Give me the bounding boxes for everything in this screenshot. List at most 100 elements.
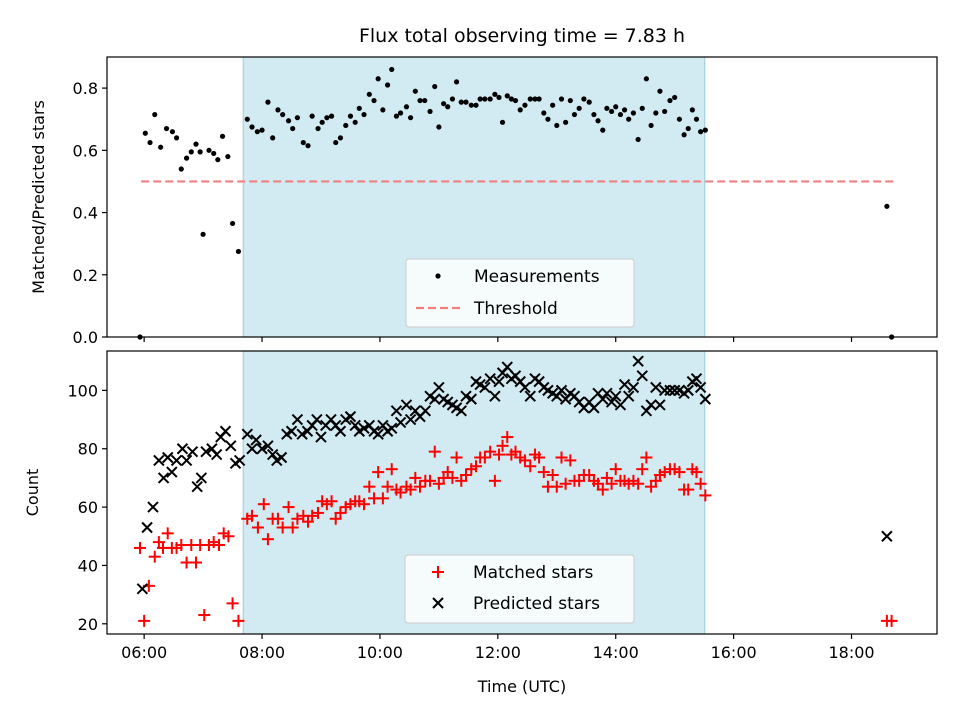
measurement-point — [496, 94, 502, 101]
matched-star-point — [232, 614, 245, 627]
bottom-x-tick-label: 12:00 — [475, 643, 521, 662]
matched-star-point — [699, 489, 712, 502]
matched-star-point — [459, 468, 472, 481]
measurement-point — [324, 115, 330, 121]
predicted-star-point — [501, 361, 513, 373]
matched-star-point — [138, 614, 151, 627]
measurement-point — [621, 107, 628, 113]
measurement-point — [458, 99, 464, 105]
measurement-point — [571, 111, 578, 118]
top-y-axis: 0.0 0.2 0.4 0.6 0.8 — [73, 79, 107, 347]
matched-star-point — [564, 454, 577, 467]
predicted-star-point — [176, 443, 189, 455]
predicted-star-point — [136, 583, 149, 595]
predicted-star-point — [233, 454, 246, 467]
matched-star-point — [175, 539, 188, 552]
matched-star-point — [261, 533, 274, 546]
matched-star-point — [596, 483, 609, 496]
predicted-star-point — [334, 425, 347, 437]
matched-star-point — [524, 460, 537, 473]
predicted-star-point — [650, 381, 662, 394]
measurement-point — [492, 91, 498, 97]
predicted-star-point — [250, 434, 262, 446]
predicted-star-point — [618, 378, 631, 391]
predicted-star-point — [246, 443, 258, 455]
measurement-point — [397, 110, 404, 116]
measurement-point — [169, 129, 176, 135]
top-legend: Measurements Threshold — [405, 258, 635, 328]
measurement-point — [375, 76, 381, 82]
measurement-point — [657, 88, 663, 94]
measurement-point — [653, 110, 659, 116]
measurement-point — [693, 116, 700, 122]
predicted-star-point — [157, 472, 170, 484]
measurement-point — [508, 96, 514, 102]
measurement-point — [609, 108, 615, 115]
measurement-point — [482, 96, 488, 102]
measurement-point — [567, 97, 573, 104]
matched-star-point — [291, 512, 304, 525]
measurement-point — [178, 166, 184, 172]
predicted-star-point — [489, 390, 501, 402]
measurement-point — [361, 111, 367, 118]
matched-star-point — [198, 609, 211, 622]
legend-matched-marker — [432, 566, 444, 578]
matched-star-point — [286, 521, 299, 534]
predicted-star-point — [588, 402, 600, 414]
legend-predicted-label: Predicted stars — [473, 594, 600, 614]
measurement-point — [389, 66, 395, 73]
matched-star-point — [690, 466, 703, 479]
measurement-point — [142, 130, 148, 136]
predicted-star-point — [668, 384, 681, 397]
measurement-point — [639, 105, 645, 111]
measurement-point — [702, 127, 708, 133]
predicted-star-point — [690, 373, 703, 385]
measurement-point — [337, 135, 344, 141]
measurement-point — [152, 111, 158, 118]
measurement-point — [270, 135, 276, 141]
bottom-y-label: Count — [23, 469, 42, 517]
chart-title: Flux total observing time = 7.83 h — [359, 25, 685, 47]
bottom-x-tick-label: 16:00 — [711, 643, 757, 662]
predicted-star-point — [664, 384, 676, 397]
measurement-point — [352, 119, 358, 125]
measurement-point — [275, 107, 281, 113]
predicted-star-point — [419, 405, 432, 417]
measurement-point — [333, 139, 339, 146]
measurement-point — [315, 125, 321, 132]
matched-star-point — [424, 474, 437, 487]
top-y-label: Matched/Predicted stars — [29, 100, 48, 294]
measurement-point — [366, 91, 372, 97]
top-y-tick-label: 0.2 — [73, 266, 98, 285]
predicted-star-point — [266, 448, 279, 461]
legend-predicted-marker — [432, 597, 444, 609]
predicted-star-point — [225, 440, 237, 452]
measurement-point — [294, 115, 301, 121]
measurement-point — [407, 115, 414, 121]
matched-star-point — [372, 466, 385, 479]
bottom-y-tick-label: 40 — [78, 556, 98, 575]
top-y-tick-label: 0.8 — [73, 79, 98, 98]
predicted-stars-series — [136, 355, 893, 595]
matched-star-point — [658, 466, 671, 479]
measurement-point — [550, 102, 556, 108]
matched-star-point — [446, 471, 459, 484]
predicted-star-point — [166, 466, 178, 478]
measurement-point — [384, 82, 391, 88]
measurement-point — [305, 143, 311, 149]
legend-matched-label: Matched stars — [473, 563, 593, 583]
measurement-point — [617, 111, 624, 118]
predicted-star-point — [285, 425, 298, 437]
predicted-star-point — [180, 454, 193, 467]
measurement-point — [473, 102, 479, 108]
predicted-star-point — [632, 355, 644, 367]
measurement-point — [219, 133, 226, 139]
bottom-y-tick-label: 60 — [78, 498, 98, 517]
measurement-point — [517, 107, 523, 113]
measurement-point — [371, 97, 377, 104]
top-x-ticks — [143, 337, 853, 342]
measurement-point — [527, 96, 533, 102]
matched-star-point — [533, 451, 546, 464]
measurement-point — [591, 111, 597, 118]
matched-star-point — [246, 509, 259, 522]
